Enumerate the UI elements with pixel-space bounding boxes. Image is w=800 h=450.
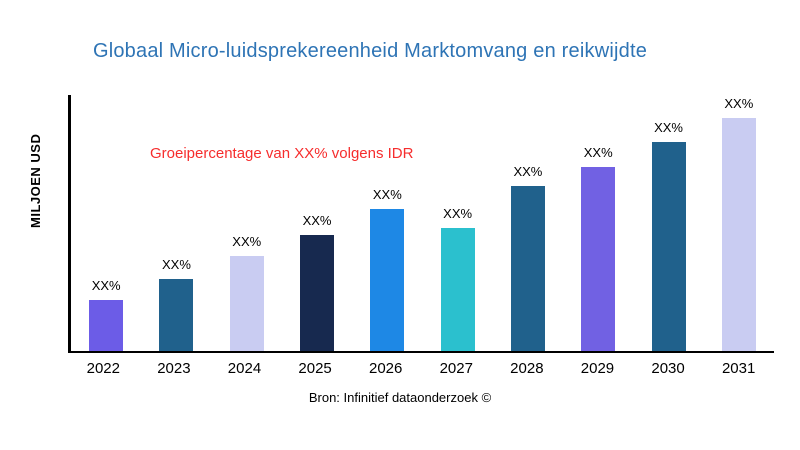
bar-value-label: XX% — [513, 163, 543, 179]
bar-group: XX% — [352, 95, 422, 351]
bar-value-label: XX% — [443, 205, 473, 221]
x-axis-tick-label: 2027 — [439, 360, 473, 377]
bar-group: XX% — [563, 95, 633, 351]
bar-group: XX% — [493, 95, 563, 351]
x-axis-labels: 2022 2023 2024 2025 2026 2027 2028 2029 2030 2031 — [68, 360, 774, 377]
bar-value-label: XX% — [302, 212, 332, 228]
chart-title: Globaal Micro-luidsprekereenheid Marktom… — [92, 40, 648, 62]
x-axis-tick-label: 2023 — [157, 360, 191, 377]
bar-value-label: XX% — [724, 96, 754, 112]
bar — [89, 299, 124, 351]
bar — [581, 167, 616, 351]
x-axis-tick-label: 2026 — [368, 360, 403, 377]
bar — [300, 234, 335, 351]
annotation-text: Groeipercentage van XX% volgens IDR — [150, 145, 414, 162]
bar-group: XX% — [633, 95, 703, 351]
x-axis-tick-label: 2024 — [227, 360, 262, 377]
bar-group: XX% — [704, 95, 774, 351]
x-axis-tick-label: 2025 — [298, 360, 332, 377]
x-axis-tick-label: 2030 — [651, 360, 685, 377]
bar-group: XX% — [212, 95, 282, 351]
x-axis-tick-label: 2022 — [86, 360, 120, 377]
bar — [159, 278, 194, 351]
bar — [370, 209, 405, 351]
bar-group: XX% — [141, 95, 211, 351]
bar-value-label: XX% — [161, 256, 191, 272]
bar-value-label: XX% — [583, 145, 613, 161]
plot-area: XX% XX% XX% XX% XX% XX% XX% XX% XX% XX% — [68, 95, 774, 353]
bar-value-label: XX% — [232, 233, 262, 249]
x-axis-tick-label: 2028 — [510, 360, 544, 377]
y-axis-label: MILJOEN USD — [28, 133, 43, 228]
bar — [229, 255, 264, 351]
bar-value-label: XX% — [654, 119, 683, 135]
bar — [651, 141, 686, 351]
bar — [510, 185, 545, 351]
source-text: Bron: Infinitief dataonderzoek © — [308, 390, 492, 405]
bar-group: XX% — [422, 95, 492, 351]
x-axis-tick-label: 2031 — [721, 360, 756, 377]
bar-series: XX% XX% XX% XX% XX% XX% XX% XX% XX% XX% — [71, 95, 774, 351]
bar — [721, 118, 756, 351]
bar-group: XX% — [71, 95, 141, 351]
bar-group: XX% — [282, 95, 352, 351]
bar — [440, 227, 475, 351]
bar-value-label: XX% — [372, 187, 402, 203]
x-axis-tick-label: 2029 — [580, 360, 615, 377]
bar-value-label: XX% — [91, 277, 121, 293]
